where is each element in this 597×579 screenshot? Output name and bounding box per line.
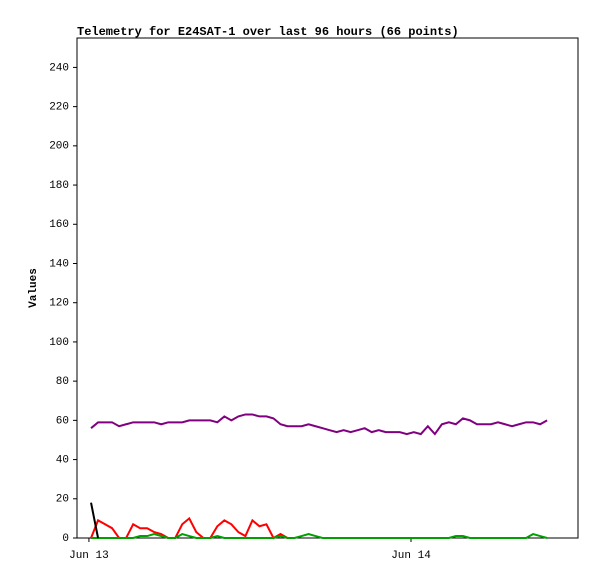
series-line <box>91 533 548 539</box>
x-tick-label: Jun 13 <box>69 550 109 562</box>
y-tick-label: 180 <box>49 180 69 192</box>
y-tick-label: 160 <box>49 219 69 231</box>
plot-frame <box>76 37 579 539</box>
y-tick-label: 60 <box>56 415 69 427</box>
y-tick-label: 0 <box>62 533 69 545</box>
y-tick-label: 20 <box>56 494 69 506</box>
y-tick-label: 220 <box>49 102 69 114</box>
y-tick-label: 40 <box>56 454 69 466</box>
y-tick-label: 240 <box>49 62 69 74</box>
y-tick-label: 80 <box>56 376 69 388</box>
series-line <box>90 502 100 539</box>
y-axis-label: Values <box>28 268 40 308</box>
y-tick-label: 120 <box>49 298 69 310</box>
x-tick-label: Jun 14 <box>391 550 431 562</box>
y-tick-label: 200 <box>49 141 69 153</box>
y-tick-label: 140 <box>49 258 69 270</box>
y-tick-label: 100 <box>49 337 69 349</box>
chart-title: Telemetry for E24SAT-1 over last 96 hour… <box>77 25 459 39</box>
series-line <box>90 413 548 436</box>
